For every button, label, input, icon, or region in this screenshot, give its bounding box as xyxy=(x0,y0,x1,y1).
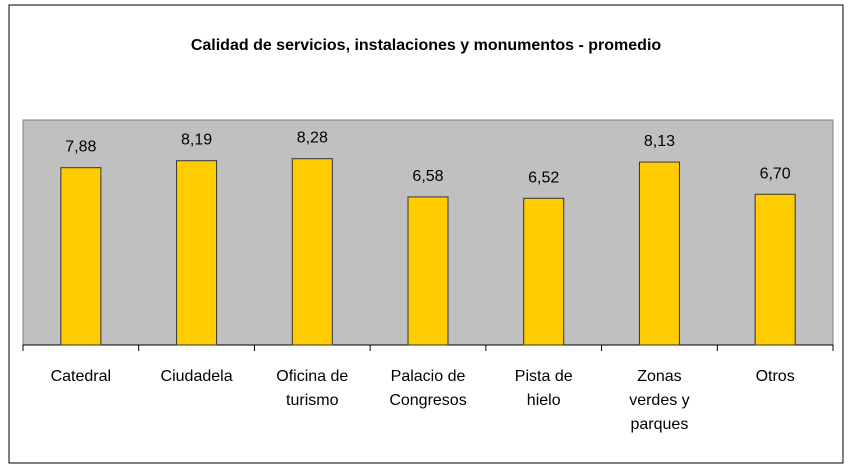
x-tick-label: Oficina de turismo xyxy=(276,368,349,409)
x-tick-label: Palacio de Congresos xyxy=(389,368,467,409)
chart-title: Calidad de servicios, instalaciones y mo… xyxy=(190,37,662,54)
x-tick-label: Pista de hielo xyxy=(514,368,573,409)
value-label: 6,70 xyxy=(760,165,791,182)
value-label: 6,52 xyxy=(528,169,559,186)
bar xyxy=(638,161,680,346)
value-label: 8,13 xyxy=(644,133,675,150)
bar xyxy=(60,167,102,346)
value-label: 8,28 xyxy=(297,130,328,147)
bar xyxy=(176,160,218,346)
bar xyxy=(754,193,796,346)
x-tick-label: Otros xyxy=(755,368,795,385)
x-tick-label: Ciudadela xyxy=(160,368,233,385)
value-label: 8,19 xyxy=(181,132,212,149)
bar xyxy=(407,196,449,346)
value-label: 7,88 xyxy=(65,139,96,156)
x-tick-label: Zonas verdes y parques xyxy=(629,368,690,433)
x-tick-label: Catedral xyxy=(50,368,112,385)
value-label: 6,58 xyxy=(412,168,443,185)
bar xyxy=(291,158,333,346)
bar xyxy=(523,197,565,346)
